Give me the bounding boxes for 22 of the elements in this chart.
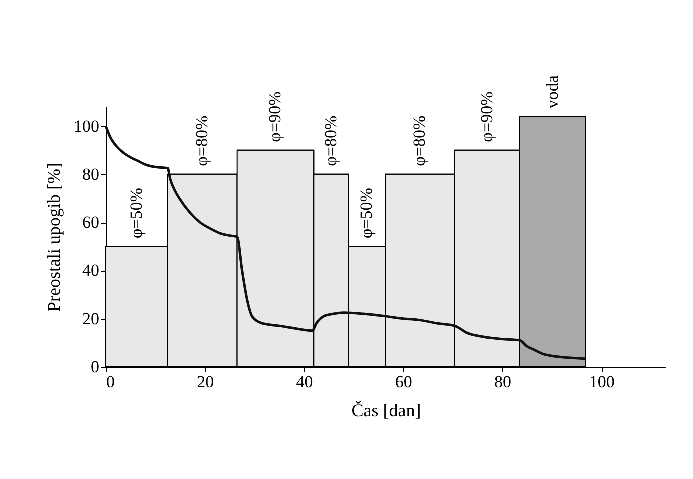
y-tick-label: 20	[82, 309, 100, 328]
x-tick-label: 40	[296, 372, 314, 392]
x-tick-label: 80	[494, 372, 512, 392]
annotation: φ=90%	[266, 92, 285, 142]
annotation: φ=80%	[192, 116, 212, 166]
annotation: voda	[542, 75, 562, 109]
annotation: φ=90%	[477, 92, 496, 142]
x-tick-label: 20	[197, 372, 214, 392]
x-tick-label: 60	[395, 372, 412, 392]
annotation: φ=80%	[410, 116, 430, 166]
x-tick-label: 0	[106, 372, 115, 392]
y-tick-label: 80	[82, 164, 100, 184]
y-tick-label: 60	[82, 213, 100, 232]
annotation: φ=80%	[321, 116, 340, 166]
annotation: φ=50%	[357, 188, 376, 239]
x-tick-label: 100	[589, 372, 615, 392]
y-tick-label: 40	[82, 261, 100, 280]
y-axis-title: Preostali upogib [%]	[44, 163, 64, 312]
annotation: φ=50%	[126, 188, 146, 239]
y-tick-label: 0	[91, 358, 100, 376]
y-tick-label: 100	[74, 116, 100, 136]
x-axis-title: Čas [dan]	[352, 400, 422, 420]
